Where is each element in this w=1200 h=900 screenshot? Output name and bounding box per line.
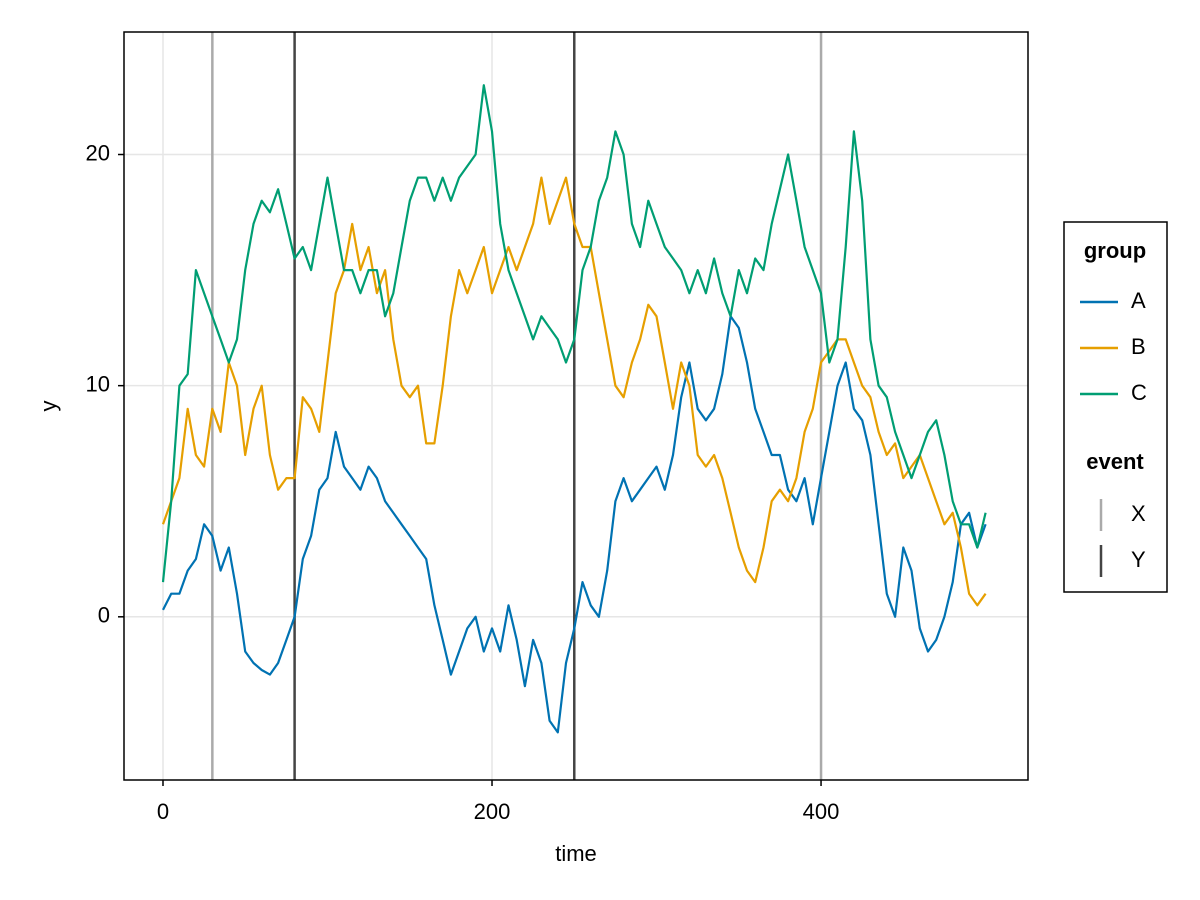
legend-label: C xyxy=(1131,380,1147,405)
legend-title: group xyxy=(1084,238,1146,263)
x-tick-label: 400 xyxy=(803,799,840,824)
x-tick-label: 0 xyxy=(157,799,169,824)
y-axis-label: y xyxy=(36,401,61,412)
legend-title: event xyxy=(1086,449,1144,474)
series-line xyxy=(162,315,987,734)
series-line xyxy=(161,84,987,583)
legend-label: Y xyxy=(1131,547,1146,572)
legend-box xyxy=(1063,221,1168,593)
legend-label: B xyxy=(1131,334,1146,359)
series-line xyxy=(161,176,987,607)
legend-label: A xyxy=(1131,288,1146,313)
y-tick-label: 20 xyxy=(86,140,110,165)
plot-frame xyxy=(123,31,1029,781)
legend-label: X xyxy=(1131,501,1146,526)
y-tick-label: 10 xyxy=(86,371,110,396)
x-tick-label: 200 xyxy=(474,799,511,824)
x-axis-label: time xyxy=(555,841,597,866)
y-tick-label: 0 xyxy=(98,603,110,628)
